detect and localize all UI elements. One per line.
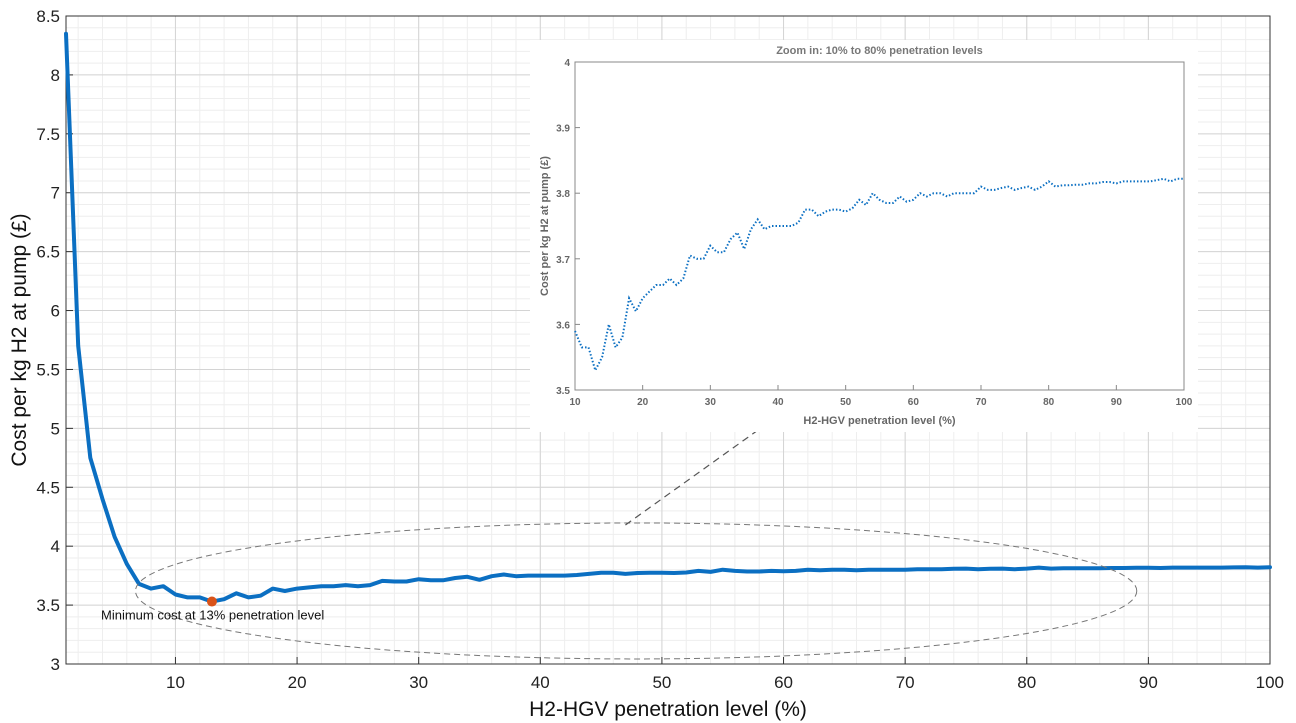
inset-y-tick-label: 3.7 <box>556 255 570 266</box>
main-y-tick-label: 6.5 <box>36 243 60 262</box>
inset-y-axis-label: Cost per kg H2 at pump (£) <box>539 156 551 296</box>
inset-x-tick-label: 30 <box>705 397 717 408</box>
inset-x-tick-label: 60 <box>908 397 920 408</box>
main-y-tick-label: 3 <box>51 655 60 674</box>
main-y-tick-label: 8 <box>51 66 60 85</box>
main-cost-line <box>64 31 1272 604</box>
main-x-tick-label: 80 <box>1017 673 1036 692</box>
inset-x-tick-label: 20 <box>637 397 649 408</box>
main-x-tick-label: 10 <box>166 673 185 692</box>
inset-y-tick-label: 3.9 <box>556 124 570 135</box>
main-x-tick-label: 50 <box>652 673 671 692</box>
main-y-tick-label: 8.5 <box>36 7 60 26</box>
main-tick-marks <box>66 15 1271 665</box>
main-x-tick-label: 100 <box>1256 673 1284 692</box>
main-y-tick-label: 7 <box>51 184 60 203</box>
inset-x-tick-label: 10 <box>569 397 581 408</box>
inset-y-tick-label: 3.8 <box>556 189 570 200</box>
main-y-tick-labels: 3 3.5 4 4.5 5 5.5 6 6.5 7 7.5 8 8.5 <box>36 7 60 674</box>
inset-x-tick-label: 40 <box>772 397 784 408</box>
main-x-tick-label: 30 <box>409 673 428 692</box>
main-y-tick-label: 5.5 <box>36 360 60 379</box>
main-y-tick-label: 4.5 <box>36 478 60 497</box>
inset-x-tick-label: 100 <box>1176 397 1193 408</box>
minimum-cost-annotation: Minimum cost at 13% penetration level <box>101 608 324 623</box>
main-plot-frame <box>65 15 1271 665</box>
main-y-tick-label: 7.5 <box>36 125 60 144</box>
minimum-cost-marker <box>206 596 217 607</box>
inset-tick-marks <box>574 61 1185 391</box>
main-x-tick-label: 60 <box>774 673 793 692</box>
main-y-axis-label: Cost per kg H2 at pump (£) <box>8 213 31 466</box>
zoom-region-ellipse <box>134 522 1138 660</box>
inset-x-tick-label: 70 <box>975 397 987 408</box>
main-x-tick-label: 20 <box>288 673 307 692</box>
main-y-tick-label: 4 <box>51 537 60 556</box>
inset-x-axis-label: H2-HGV penetration level (%) <box>803 415 956 427</box>
inset-x-tick-label: 50 <box>840 397 852 408</box>
main-y-tick-label: 3.5 <box>36 596 60 615</box>
inset-y-tick-labels: 3.5 3.6 3.7 3.8 3.9 4 <box>556 58 570 397</box>
inset-plot-frame <box>574 61 1185 391</box>
inset-title: Zoom in: 10% to 80% penetration levels <box>776 45 983 57</box>
inset-x-tick-label: 90 <box>1111 397 1123 408</box>
main-x-tick-label: 70 <box>896 673 915 692</box>
inset-x-tick-label: 80 <box>1043 397 1055 408</box>
inset-y-tick-label: 3.6 <box>556 320 570 331</box>
main-y-tick-label: 6 <box>51 302 60 321</box>
main-x-axis-label: H2-HGV penetration level (%) <box>529 698 807 721</box>
inset-cost-line <box>574 177 1184 373</box>
main-y-tick-label: 5 <box>51 419 60 438</box>
inset-background <box>530 40 1198 432</box>
inset-y-tick-label: 3.5 <box>556 386 570 397</box>
main-x-tick-labels: 10 20 30 40 50 60 70 80 90 100 <box>166 673 1284 692</box>
main-x-tick-label: 90 <box>1139 673 1158 692</box>
inset-x-tick-labels: 10 20 30 40 50 60 70 80 90 100 <box>569 397 1192 408</box>
main-x-tick-label: 40 <box>531 673 550 692</box>
inset-y-tick-label: 4 <box>564 58 570 69</box>
